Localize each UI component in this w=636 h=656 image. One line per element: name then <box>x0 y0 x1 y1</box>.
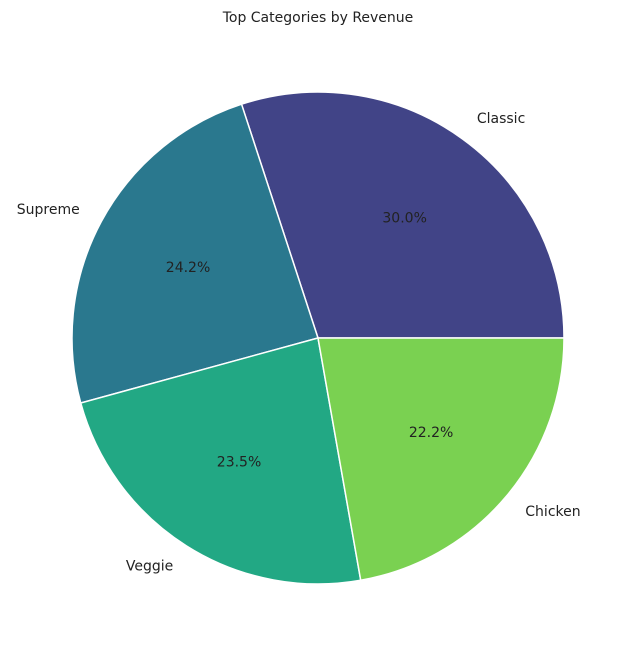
chart-title: Top Categories by Revenue <box>222 10 414 26</box>
slice-percent-classic: 30.0% <box>382 211 426 227</box>
slice-label-chicken: Chicken <box>525 504 580 520</box>
slice-label-classic: Classic <box>477 111 525 127</box>
slice-percent-supreme: 24.2% <box>166 260 210 276</box>
pie-slice-veggie <box>79 337 362 585</box>
pie-slice-chicken <box>317 337 565 582</box>
slice-percent-chicken: 22.2% <box>409 425 453 441</box>
pie-slices <box>71 91 565 585</box>
pie-slice-supreme <box>71 103 319 404</box>
pie-labels: Classic 30.0% Supreme 24.2% Veggie 23.5% Chick… <box>17 111 581 575</box>
slice-label-supreme: Supreme <box>17 202 80 218</box>
slice-percent-veggie: 23.5% <box>217 455 261 471</box>
slice-label-veggie: Veggie <box>126 559 173 575</box>
pie-slice-classic <box>240 91 565 339</box>
